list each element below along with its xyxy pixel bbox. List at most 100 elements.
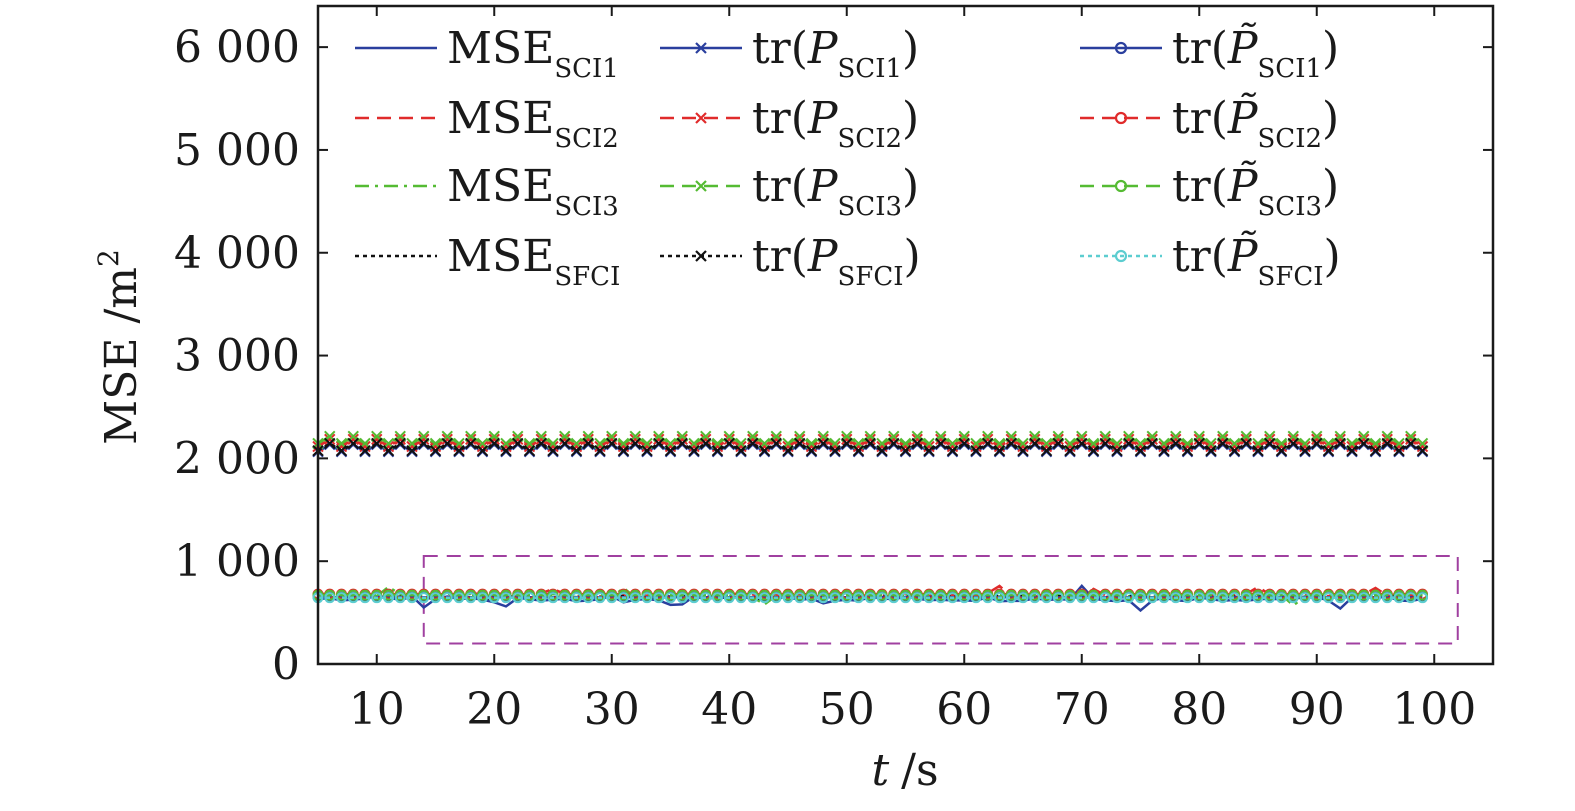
data-point [547, 444, 559, 457]
data-point [371, 592, 383, 604]
data-point [958, 592, 970, 604]
data-point [994, 592, 1005, 604]
data-point [1275, 440, 1288, 453]
data-point [676, 433, 688, 446]
x-tick-label: 80 [1171, 684, 1227, 735]
data-point [1170, 433, 1182, 446]
legend-label: tr(PSCI3) [752, 161, 919, 222]
data-point [794, 437, 806, 450]
data-point [383, 592, 394, 604]
zoom-box [422, 555, 1459, 645]
data-point [512, 437, 524, 450]
data-point [1229, 592, 1240, 604]
data-point [1123, 433, 1135, 446]
data-point [899, 440, 912, 453]
data-point [1334, 592, 1346, 604]
data-point [805, 440, 818, 453]
data-point [688, 592, 700, 604]
data-point [1276, 592, 1287, 604]
data-point [1217, 437, 1229, 450]
data-point [794, 433, 806, 446]
data-point [1029, 437, 1041, 450]
data-point [1087, 444, 1100, 457]
legend-entry: MSESCI3 [355, 161, 619, 222]
data-point [935, 592, 947, 604]
data-point [453, 444, 465, 457]
data-point [418, 433, 430, 446]
legend-entry: tr(PSCI1) [660, 23, 919, 84]
y-ticks: 0 1 000 2 000 3 000 4 000 5 000 6 000 [174, 22, 1493, 690]
data-point [1346, 592, 1358, 604]
data-point [958, 437, 970, 450]
data-point [653, 592, 665, 604]
y-tick-label: 6 000 [174, 22, 300, 73]
x-tick-label: 30 [584, 684, 640, 735]
legend-marker [1114, 41, 1128, 55]
data-point [1264, 592, 1276, 604]
data-point [559, 433, 571, 446]
data-point [653, 437, 665, 450]
data-point [794, 592, 806, 604]
data-point [970, 444, 982, 457]
legend-entry: tr(P̃SCI3) [1080, 159, 1339, 222]
data-point [700, 433, 712, 446]
data-point [465, 437, 477, 450]
data-point [841, 433, 853, 446]
data-point [606, 437, 618, 450]
legend-entry: tr(P̃SCI1) [1080, 21, 1339, 84]
data-point [1158, 592, 1170, 604]
x-axis-var: t [871, 745, 889, 796]
data-point [747, 433, 759, 446]
data-point [1029, 433, 1041, 446]
data-point [1405, 592, 1417, 604]
data-point [347, 433, 359, 446]
data-point [888, 433, 900, 446]
legend-entry: MSESCI2 [355, 93, 619, 154]
data-point [817, 433, 829, 446]
data-point [324, 433, 336, 446]
data-point [1005, 433, 1017, 446]
data-point [1323, 592, 1334, 604]
data-point [641, 592, 653, 604]
data-point [535, 433, 547, 446]
data-point [664, 444, 677, 457]
data-point [1146, 592, 1158, 604]
data-point [371, 433, 383, 446]
data-point [1111, 444, 1123, 457]
legend-label: MSESCI3 [447, 161, 619, 222]
data-point [853, 592, 864, 604]
data-point [806, 592, 817, 604]
legend-label: tr(PSCI2) [752, 93, 919, 154]
data-point [1322, 440, 1335, 453]
axes-frame [316, 4, 1495, 666]
data-point [1346, 444, 1358, 457]
data-point [1052, 433, 1064, 446]
data-point [500, 592, 512, 604]
data-point [911, 433, 923, 446]
data-point [594, 444, 606, 457]
data-point [406, 592, 418, 604]
data-point [641, 440, 653, 453]
data-point [700, 437, 712, 450]
data-point [770, 433, 782, 446]
data-point [617, 444, 630, 457]
data-point [782, 444, 794, 457]
data-point [477, 592, 488, 604]
data-point [629, 433, 641, 446]
y-tick-label: 4 000 [174, 228, 300, 279]
data-point [864, 592, 876, 604]
y-axis-sup: 2 [92, 249, 125, 267]
data-point [1275, 444, 1288, 457]
data-point [488, 437, 500, 450]
data-point [747, 437, 759, 450]
data-point [571, 592, 582, 604]
legend-entry: MSESCI1 [355, 23, 619, 84]
legend-entry: tr(P̃SFCI) [1080, 229, 1341, 292]
data-point [1052, 592, 1064, 604]
data-point [371, 437, 383, 450]
data-point [1134, 444, 1147, 457]
data-point [688, 444, 700, 457]
data-point [1299, 592, 1311, 604]
data-point [594, 440, 606, 453]
series-tr-sfci [312, 437, 1429, 457]
